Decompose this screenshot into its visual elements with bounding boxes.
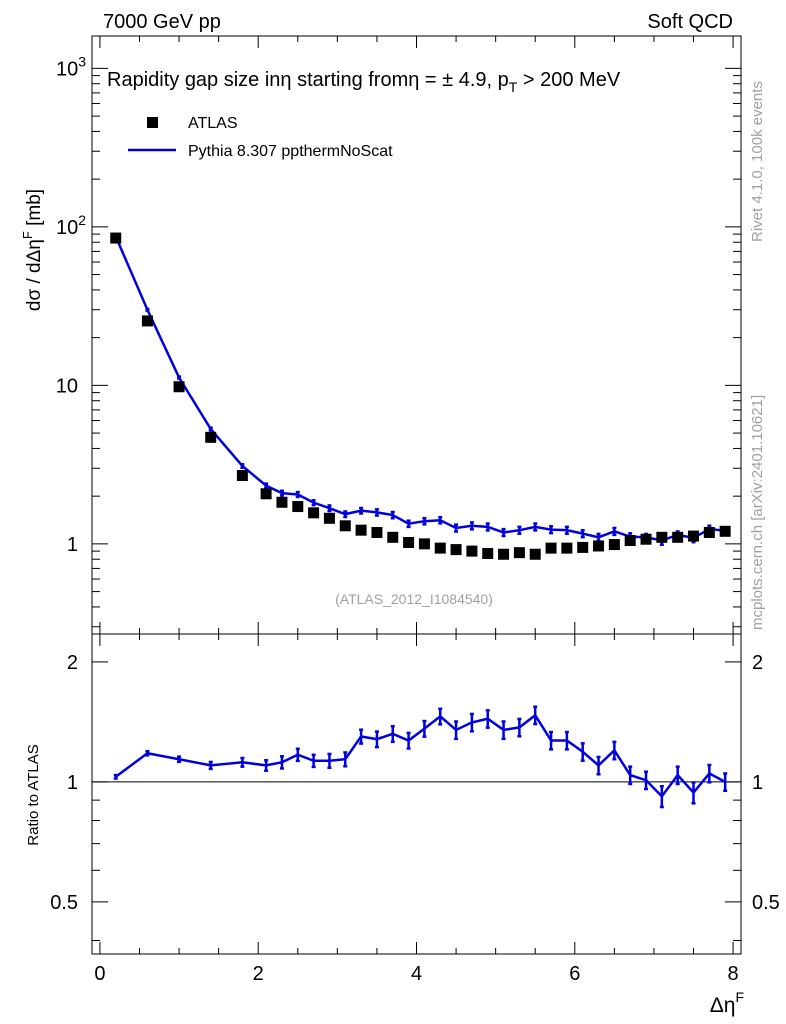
ratio-y-tick-label-right: 0.5: [752, 892, 780, 914]
atlas-data-point: [513, 547, 525, 559]
atlas-data-point: [205, 431, 217, 443]
y-tick-label: 103: [56, 53, 86, 80]
atlas-data-point: [450, 544, 462, 556]
x-tick-label: 2: [253, 963, 264, 985]
x-tick-label: 4: [411, 963, 422, 985]
atlas-data-point: [355, 524, 367, 536]
atlas-data-point: [434, 542, 446, 554]
atlas-data-point: [482, 547, 494, 559]
atlas-data-point: [688, 530, 700, 542]
atlas-data-point: [292, 501, 304, 513]
ratio-y-tick-label: 2: [67, 652, 78, 674]
header-right-label: Soft QCD: [647, 11, 733, 33]
atlas-data-point: [339, 520, 351, 532]
ratio-y-axis-label: Ratio to ATLAS: [25, 744, 42, 845]
atlas-data-point: [387, 531, 399, 543]
legend-label-pythia: Pythia 8.307 ppthermNoScat: [188, 143, 393, 160]
atlas-data-point: [141, 315, 153, 327]
atlas-data-point: [529, 548, 541, 560]
atlas-data-point: [624, 535, 636, 547]
atlas-data-point: [466, 545, 478, 557]
rivet-version-label: Rivet 4.1.0, 100k events: [749, 81, 766, 242]
y-axis-label: dσ / dΔηF [mb]: [20, 189, 45, 311]
atlas-data-point: [260, 488, 272, 500]
ratio-y-tick-label-right: 2: [752, 652, 763, 674]
mcplots-label: mcplots.cern.ch [arXiv:2401.10621]: [749, 395, 766, 630]
atlas-data-point: [418, 538, 430, 550]
atlas-data-point: [236, 469, 248, 481]
ratio-y-tick-label: 0.5: [50, 892, 78, 914]
x-tick-label: 8: [728, 963, 739, 985]
atlas-data-point: [110, 232, 122, 244]
atlas-data-point: [672, 531, 684, 543]
ratio-y-tick-label: 1: [67, 772, 78, 794]
atlas-data-point: [498, 548, 510, 560]
y-tick-label: 102: [56, 212, 86, 239]
atlas-data-point: [371, 526, 383, 538]
atlas-data-point: [608, 539, 620, 551]
atlas-data-point: [703, 526, 715, 538]
atlas-data-point: [545, 542, 557, 554]
pythia-series-line: [114, 235, 726, 542]
x-axis-label: ΔηF: [710, 989, 744, 1017]
analysis-label: (ATLAS_2012_I1084540): [335, 591, 493, 607]
atlas-data-point: [403, 537, 415, 549]
ratio-y-tick-label-right: 1: [752, 772, 763, 794]
legend-label-atlas: ATLAS: [188, 115, 238, 132]
atlas-data-point: [577, 541, 589, 553]
atlas-data-point: [323, 512, 335, 524]
x-tick-label: 0: [94, 963, 105, 985]
y-tick-label: 1: [67, 534, 78, 556]
atlas-data-point: [173, 381, 185, 393]
x-tick-label: 6: [569, 963, 580, 985]
atlas-data-point: [561, 542, 573, 554]
ratio-series-line: [114, 713, 726, 799]
header-left-label: 7000 GeV pp: [103, 11, 221, 33]
atlas-data-point: [656, 531, 668, 543]
atlas-data-point: [593, 540, 605, 552]
atlas-data-point: [276, 496, 288, 508]
atlas-data-point: [719, 525, 731, 537]
plot-title: Rapidity gap size inη starting fromη = ±…: [107, 69, 621, 95]
atlas-data-point: [640, 533, 652, 545]
legend-marker-atlas: [147, 117, 158, 128]
y-tick-label: 10: [56, 375, 78, 397]
ratio-plot-frame: [91, 633, 742, 955]
atlas-data-point: [308, 507, 320, 519]
